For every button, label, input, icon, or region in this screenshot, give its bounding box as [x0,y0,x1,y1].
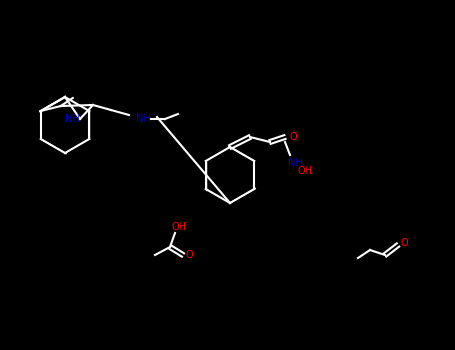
Text: NH: NH [288,158,303,168]
Text: O: O [185,250,193,260]
Text: O: O [289,132,297,142]
Text: OH: OH [298,166,313,176]
Text: NH: NH [136,114,150,124]
Text: OH: OH [172,222,187,232]
Text: NH: NH [65,114,79,124]
Text: O: O [400,238,408,248]
